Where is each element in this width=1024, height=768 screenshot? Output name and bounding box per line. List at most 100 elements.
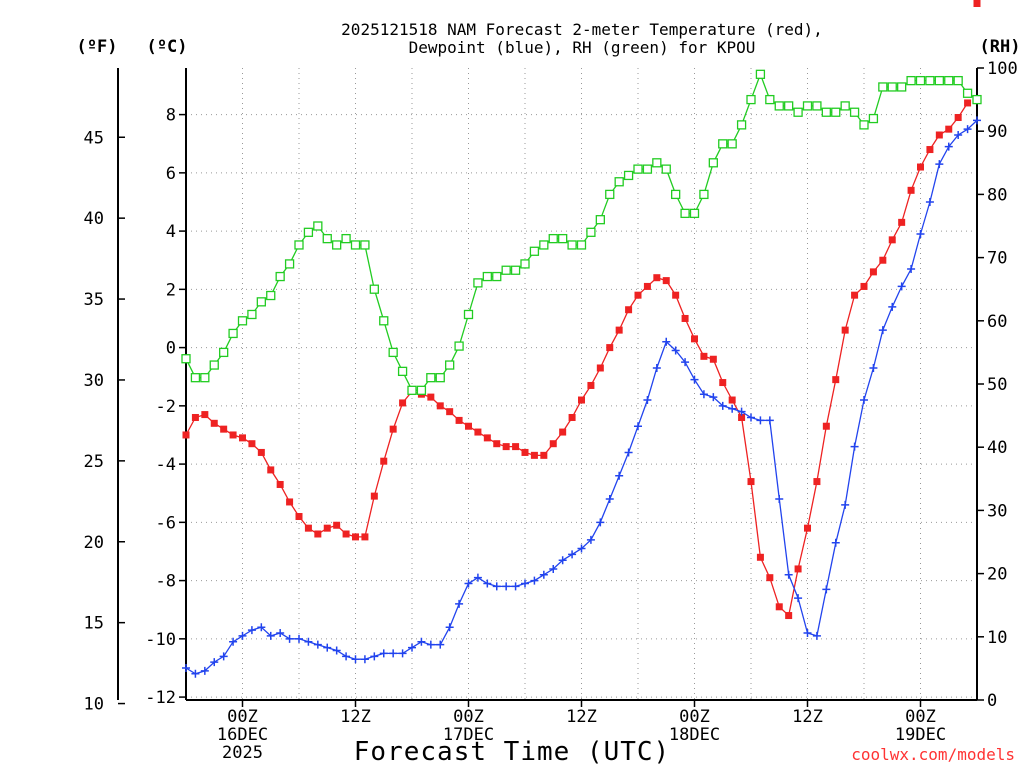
temperature-point <box>869 268 877 276</box>
relative-humidity-point <box>765 94 775 105</box>
relative-humidity-point <box>878 82 888 92</box>
temperature-point <box>436 402 444 410</box>
dewpoint-point <box>586 535 595 544</box>
temperature-point <box>794 565 802 573</box>
dewpoint-point <box>483 579 492 588</box>
relative-humidity-point <box>322 233 332 244</box>
relative-humidity-point <box>228 328 238 339</box>
dewpoint-point <box>747 413 755 422</box>
dewpoint-point <box>624 448 633 457</box>
x-tick-label: 12Z <box>792 707 823 727</box>
temperature-point <box>578 396 585 404</box>
dewpoint-point <box>219 652 228 661</box>
relative-humidity-point <box>897 82 907 92</box>
x-tick-label: 2025 <box>222 743 263 763</box>
relative-humidity-point <box>416 385 427 395</box>
temperature-point <box>295 513 303 521</box>
celsius-tick-label: 4 <box>166 222 176 242</box>
temperature-point <box>568 413 576 421</box>
relative-humidity-point <box>426 373 436 383</box>
temperature-point <box>191 413 199 421</box>
x-tick-label: 00Z <box>227 707 258 727</box>
fahrenheit-tick-label: 15 <box>84 614 104 634</box>
dewpoint-point <box>210 658 219 667</box>
relative-humidity-point <box>595 215 605 225</box>
dewpoint-point <box>907 264 916 273</box>
temperature-point <box>662 277 670 285</box>
relative-humidity-point <box>558 233 568 244</box>
relative-humidity-point <box>341 233 351 244</box>
rh-tick-label: 50 <box>987 375 1007 395</box>
temperature-point <box>672 291 680 299</box>
relative-humidity-point <box>925 75 935 86</box>
celsius-tick-label: -10 <box>145 630 176 650</box>
temperature-point <box>728 396 736 404</box>
temperature-point <box>907 186 915 194</box>
dewpoint-point <box>445 623 454 632</box>
temperature-point <box>634 291 642 299</box>
temperature-point <box>361 533 369 541</box>
dewpoint-point <box>765 416 774 425</box>
relative-humidity-point <box>332 240 342 250</box>
x-tick-label: 18DEC <box>669 725 720 745</box>
relative-humidity-point <box>247 309 257 320</box>
temperature-point <box>747 478 755 486</box>
dewpoint-point <box>182 663 190 672</box>
relative-humidity-point <box>576 240 587 250</box>
relative-humidity-point <box>256 297 266 307</box>
temperature-point <box>427 393 435 401</box>
relative-humidity-point <box>774 101 784 111</box>
series-line-temperature <box>185 102 969 617</box>
dewpoint-point <box>285 634 294 643</box>
temperature-point <box>813 478 821 486</box>
relative-humidity-point <box>784 101 794 111</box>
relative-humidity-point <box>699 189 709 200</box>
dewpoint-point <box>332 646 341 655</box>
relative-humidity-point <box>652 158 662 168</box>
x-tick-label: 19DEC <box>895 725 946 745</box>
relative-humidity-point <box>237 316 248 326</box>
dewpoint-point <box>417 637 426 646</box>
dewpoint-point <box>822 585 831 594</box>
dewpoint-point <box>426 640 435 649</box>
relative-humidity-point <box>510 265 521 275</box>
dewpoint-point <box>577 544 586 553</box>
relative-humidity-point <box>736 120 747 130</box>
dewpoint-point <box>775 495 784 504</box>
dewpoint-point <box>935 160 944 169</box>
temperature-point <box>596 364 604 372</box>
x-axis-label: Forecast Time (UTC) <box>354 737 670 767</box>
temperature-point <box>370 492 378 500</box>
dewpoint-point <box>313 640 322 649</box>
relative-humidity-point <box>294 240 304 250</box>
temperature-point <box>210 419 218 427</box>
dewpoint-point <box>973 116 981 125</box>
dewpoint-point <box>944 142 953 151</box>
dewpoint-point <box>756 416 765 425</box>
dewpoint-point <box>709 393 718 402</box>
dewpoint-point <box>568 550 577 559</box>
temperature-point <box>719 379 727 387</box>
rh-tick-label: 70 <box>987 249 1007 269</box>
relative-humidity-point <box>953 75 963 86</box>
relative-humidity-point <box>887 82 897 92</box>
temperature-point <box>502 443 510 451</box>
relative-humidity-point <box>915 75 926 86</box>
celsius-tick-label: 8 <box>166 106 176 126</box>
temperature-point <box>954 114 962 122</box>
temperature-point <box>917 163 924 171</box>
relative-humidity-point <box>586 227 596 237</box>
temperature-point <box>888 236 896 244</box>
relative-humidity-point <box>379 316 389 326</box>
relative-humidity-point <box>831 107 841 117</box>
chart-title-line-1: 2025121518 NAM Forecast 2-meter Temperat… <box>341 20 823 39</box>
dewpoint-point <box>200 666 209 675</box>
dewpoint-point <box>718 401 727 410</box>
relative-humidity-point <box>275 271 285 282</box>
dewpoint-point <box>794 594 803 603</box>
temperature-point <box>352 533 359 541</box>
temperature-point <box>559 428 567 436</box>
celsius-tick-label: 0 <box>166 339 176 359</box>
chart-title-line-2: Dewpoint (blue), RH (green) for KPOU <box>409 38 756 57</box>
temperature-point <box>615 326 623 334</box>
